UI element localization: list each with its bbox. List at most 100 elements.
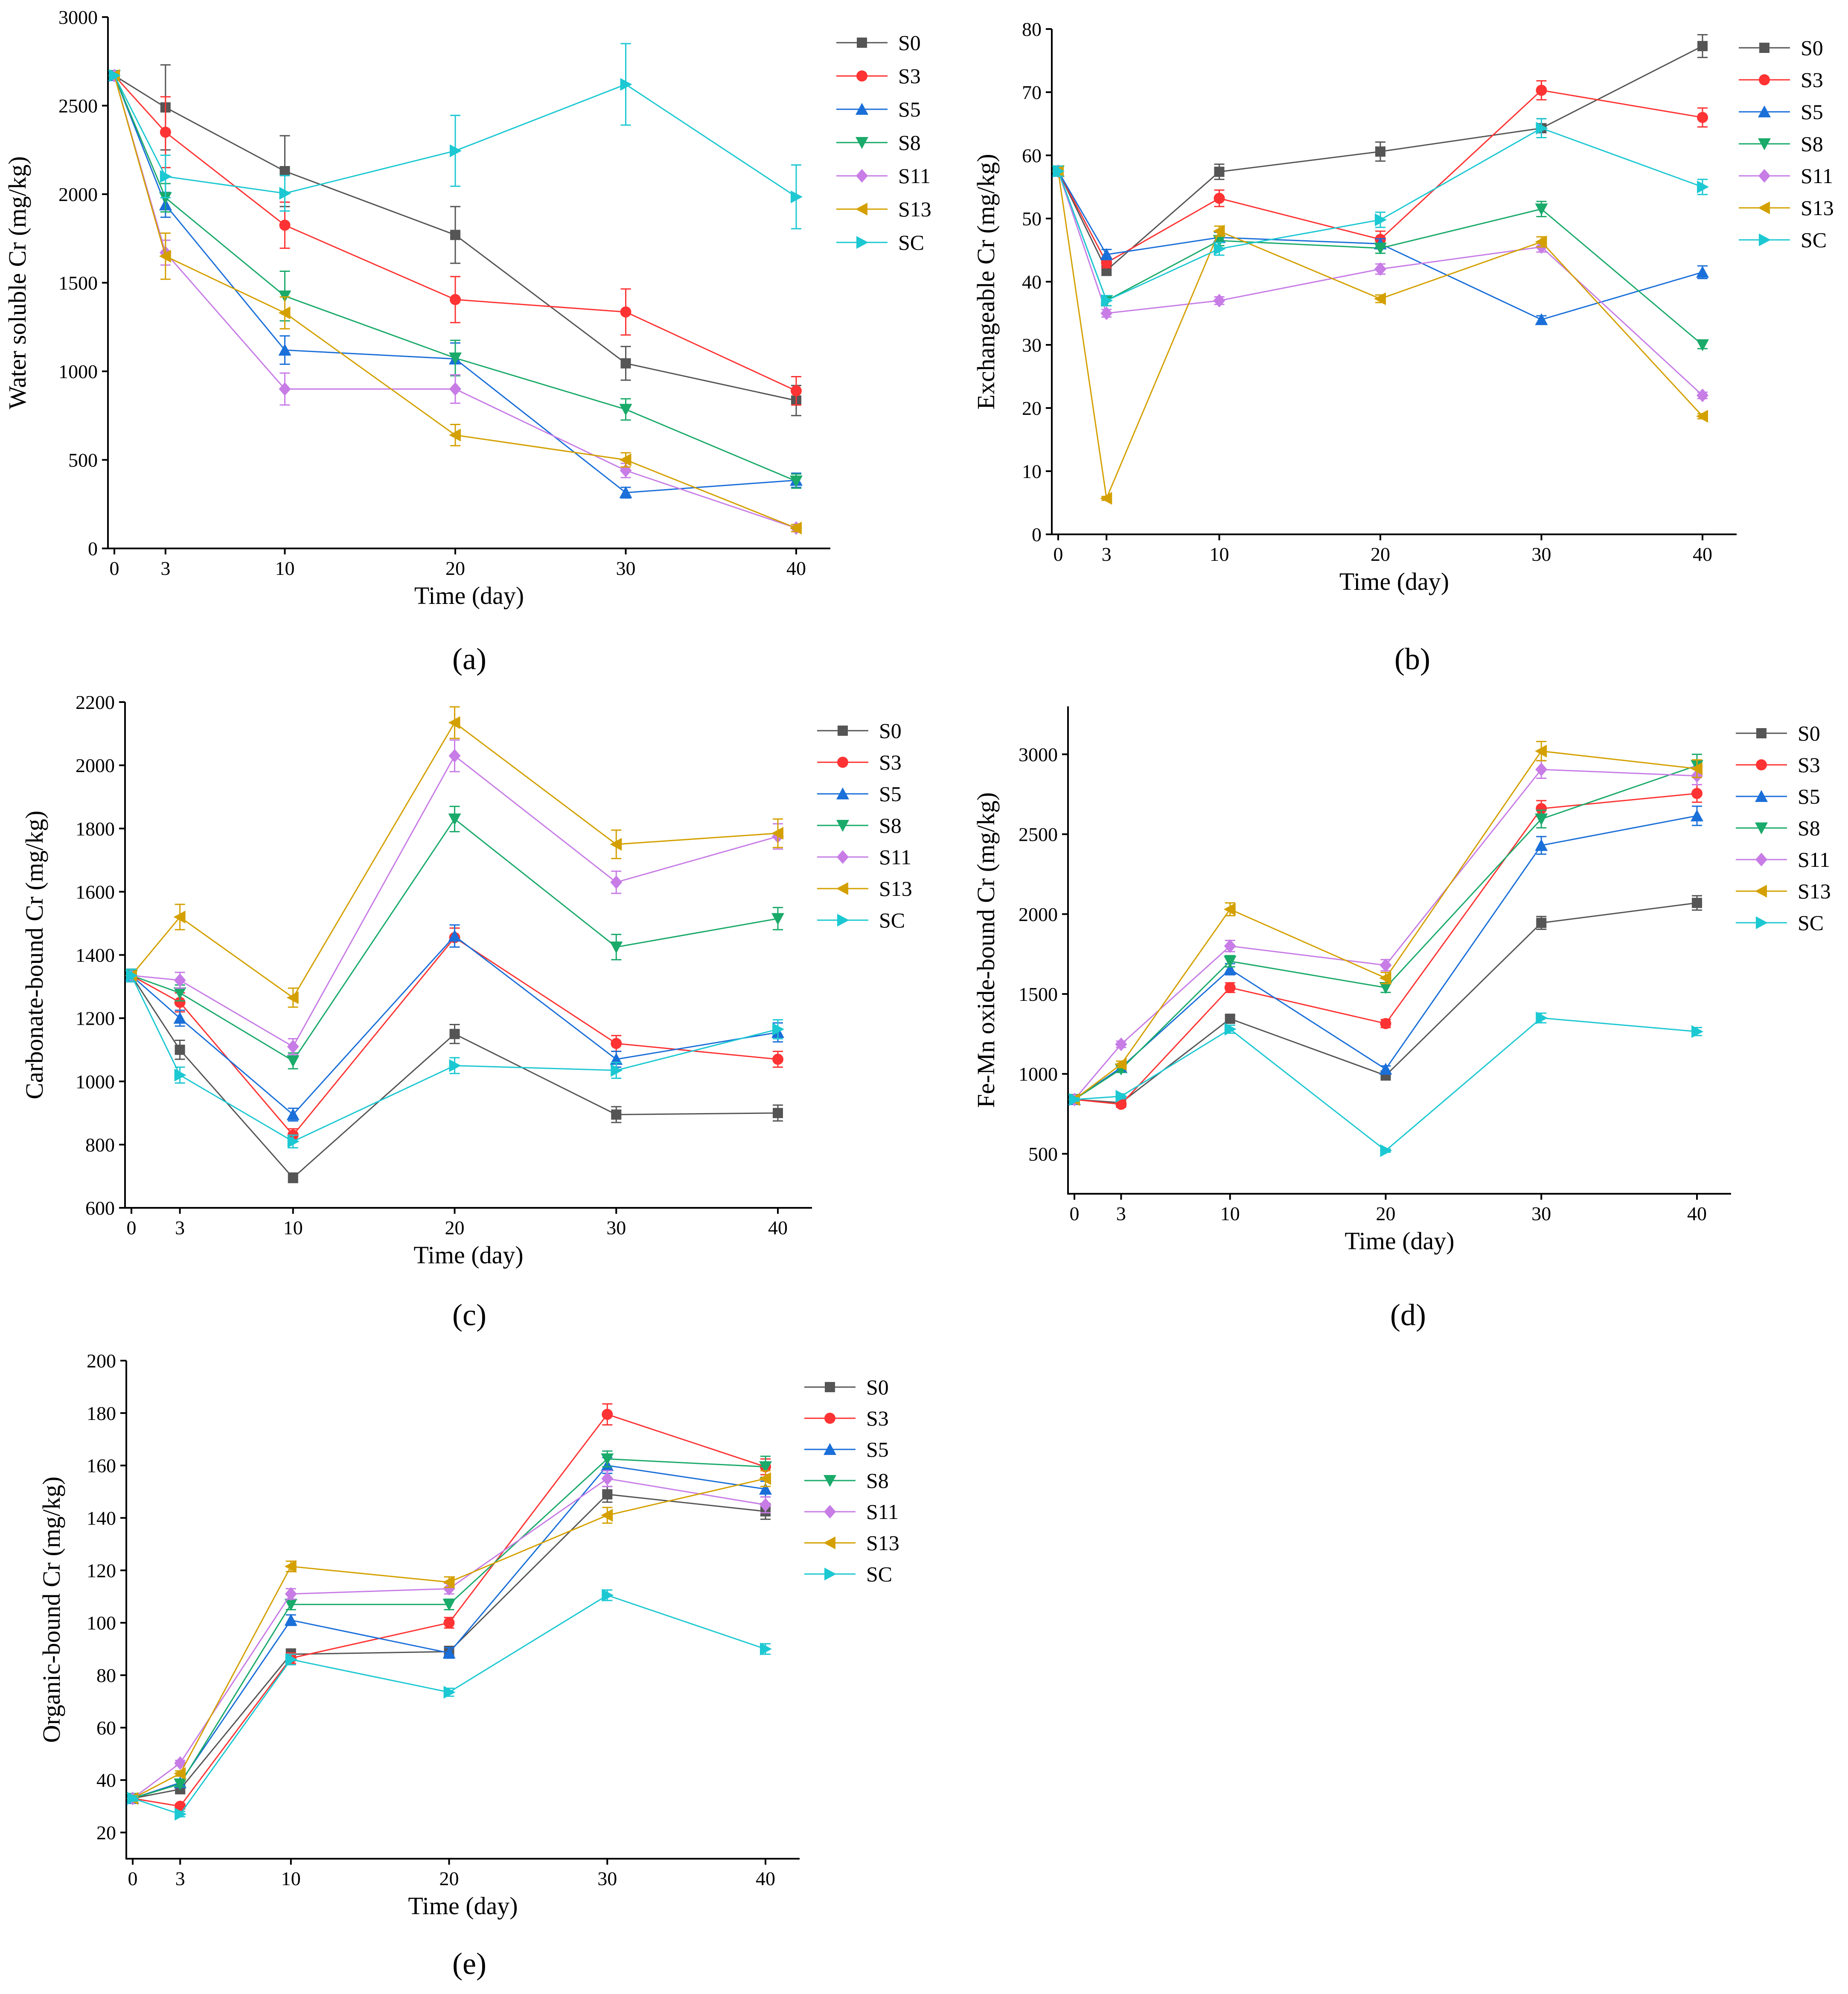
y-tick-label: 80 — [1022, 18, 1042, 40]
legend-marker — [856, 236, 868, 249]
y-tick-label: 60 — [1022, 145, 1042, 166]
data-point — [285, 1587, 297, 1601]
series-s0 — [1069, 895, 1702, 1108]
y-tick-label: 1600 — [76, 881, 115, 903]
y-tick-label: 1200 — [76, 1008, 115, 1029]
data-point — [771, 913, 784, 925]
x-tick-label: 10 — [283, 1217, 303, 1239]
series-line — [132, 1478, 766, 1799]
panel-label: (c) — [452, 1298, 486, 1332]
x-tick-label: 20 — [1371, 543, 1390, 565]
data-point — [611, 1064, 623, 1077]
series-s13 — [108, 69, 802, 535]
legend-marker — [856, 70, 867, 82]
data-point — [1214, 166, 1225, 177]
panel-label: (b) — [1394, 642, 1430, 676]
data-point — [173, 910, 186, 924]
data-point — [278, 306, 291, 320]
legend-label: S3 — [1798, 753, 1820, 777]
y-tick-label: 1000 — [1019, 1063, 1058, 1085]
series-line — [1057, 89, 1703, 264]
data-point — [1692, 898, 1702, 908]
data-point — [760, 1642, 772, 1656]
legend-label: S11 — [879, 845, 911, 869]
y-tick-label: 500 — [1028, 1143, 1058, 1165]
legend-marker — [856, 169, 868, 183]
series-line — [113, 75, 797, 529]
legend-label: S11 — [898, 164, 931, 188]
data-point — [1691, 809, 1703, 822]
legend-marker — [824, 1443, 836, 1455]
legend-marker — [1758, 138, 1771, 150]
series-line — [132, 1458, 766, 1799]
legend-marker — [1758, 169, 1770, 183]
series-sc — [1069, 1012, 1703, 1157]
series-s8 — [1068, 753, 1703, 1106]
data-point — [443, 1617, 455, 1629]
series-line — [131, 975, 778, 1179]
series-line — [132, 1493, 766, 1799]
data-point — [791, 190, 803, 204]
legend-label: S8 — [898, 131, 921, 155]
data-point — [610, 941, 623, 953]
series-line — [113, 75, 797, 482]
data-point — [1374, 292, 1386, 305]
data-point — [279, 219, 291, 231]
data-point — [449, 429, 461, 442]
data-point — [442, 1599, 456, 1611]
data-point — [790, 475, 803, 488]
data-point — [619, 453, 632, 466]
x-tick-label: 0 — [1054, 543, 1063, 565]
x-tick-label: 20 — [1376, 1203, 1396, 1224]
y-tick-label: 180 — [87, 1402, 116, 1424]
data-point — [1696, 410, 1708, 423]
data-point — [174, 1068, 186, 1082]
data-point — [1053, 165, 1065, 178]
chart-panel-d: 500 1000 1500 2000 2500 3000 0 3 10 20 30 40 Time (d… — [972, 706, 1831, 1332]
legend-label: S8 — [1801, 132, 1823, 156]
y-tick-label: 1400 — [76, 945, 115, 966]
data-point — [443, 1685, 456, 1699]
legend-label: S0 — [1801, 36, 1823, 60]
legend-label: S13 — [1798, 879, 1831, 903]
data-point — [450, 230, 460, 240]
y-axis-title: Water soluble Cr (mg/kg) — [3, 156, 31, 409]
legend-label: SC — [866, 1562, 892, 1586]
y-tick-label: 2500 — [58, 95, 98, 117]
legend: S0 S3 S5 S8 S11 S13 SC — [1739, 36, 1834, 252]
data-point — [1375, 213, 1387, 226]
series-s8 — [125, 805, 784, 1070]
data-point — [160, 170, 172, 183]
data-point — [1380, 1144, 1392, 1157]
legend-label: S8 — [866, 1469, 889, 1493]
series-line — [113, 75, 797, 529]
data-point — [448, 930, 461, 942]
data-point — [772, 1053, 783, 1065]
data-point — [287, 1040, 299, 1054]
y-tick-label: 1000 — [76, 1071, 115, 1093]
data-point — [601, 1453, 614, 1466]
y-tick-label: 600 — [85, 1197, 115, 1219]
legend-marker — [824, 1536, 835, 1549]
data-point — [602, 1589, 614, 1602]
x-tick-label: 3 — [1102, 543, 1112, 565]
x-tick-label: 30 — [616, 557, 636, 579]
data-point — [1536, 85, 1547, 96]
series-s11 — [127, 1470, 771, 1805]
data-point — [772, 1023, 784, 1036]
data-point — [1224, 982, 1236, 993]
data-point — [173, 987, 186, 1000]
data-point — [284, 1599, 297, 1611]
series-line — [1074, 750, 1697, 1100]
legend-marker — [1755, 885, 1767, 898]
chart-panel-c: 600 800 1000 1200 1400 1600 1800 2000 2200 0 3 10 20… — [20, 691, 912, 1332]
x-tick-label: 40 — [1687, 1203, 1707, 1224]
y-tick-label: 160 — [87, 1455, 116, 1477]
x-tick-label: 30 — [597, 1868, 617, 1889]
data-point — [1697, 112, 1708, 123]
y-axis-title: Fe-Mn oxide-bound Cr (mg/kg) — [972, 792, 1000, 1108]
legend-marker — [1759, 233, 1771, 246]
x-tick-label: 20 — [445, 1217, 465, 1239]
y-tick-label: 140 — [87, 1507, 116, 1529]
y-tick-label: 3000 — [58, 6, 98, 28]
